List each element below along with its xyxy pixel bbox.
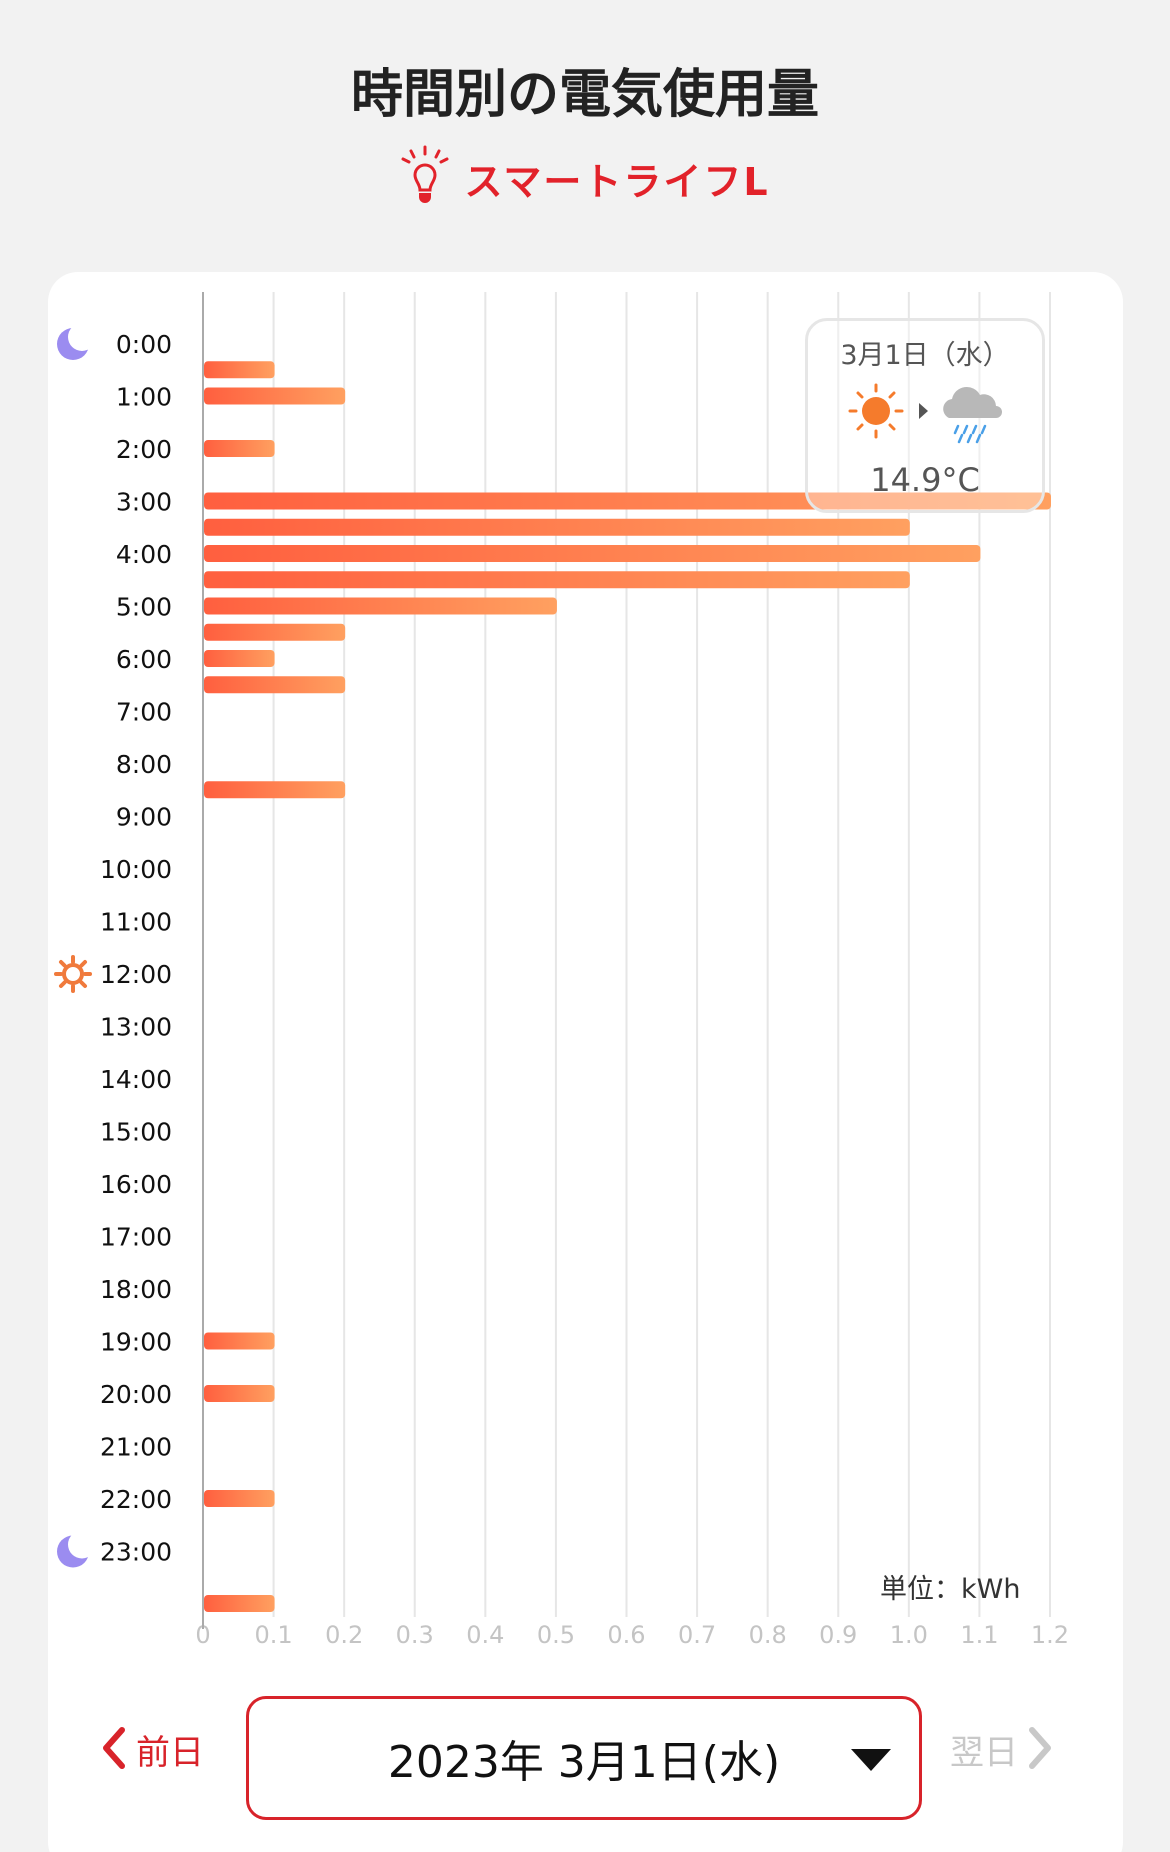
hour-label: 16:00 (100, 1170, 172, 1199)
hour-label: 18:00 (100, 1275, 172, 1304)
x-tick-label: 0.4 (466, 1621, 504, 1649)
moon-icon (57, 1530, 96, 1568)
chevron-right-icon (1028, 1726, 1054, 1774)
x-tick-label: 0.1 (254, 1621, 292, 1649)
prev-day-button[interactable]: 前日 (100, 1725, 204, 1774)
weather-tooltip: 3月1日（水） (805, 318, 1045, 513)
x-tick-label: 0.2 (325, 1621, 363, 1649)
usage-bar (204, 650, 275, 667)
sun-icon (54, 955, 92, 993)
usage-bar (204, 676, 346, 694)
plan-brand: スマートライフL (0, 145, 1170, 211)
weather-date: 3月1日（水） (840, 340, 1010, 371)
selected-date: 2023年 3月1日(水) (387, 1737, 781, 1788)
hour-label: 8:00 (116, 750, 172, 779)
usage-bar (204, 597, 557, 615)
x-tick-label: 1.0 (890, 1621, 928, 1649)
hour-label: 17:00 (100, 1223, 172, 1252)
hour-label: 14:00 (100, 1065, 172, 1094)
usage-bar (204, 1332, 275, 1350)
next-day-button[interactable]: 翌日 (950, 1725, 1054, 1774)
chevron-left-icon (100, 1726, 126, 1774)
hour-label: 22:00 (100, 1485, 172, 1514)
usage-chart-card: 0 0.1 0.2 0.3 0.4 0.5 0.6 0.7 0.8 0.9 1.0 1.1 1.2 0:0… (48, 272, 1123, 1852)
hour-label: 13:00 (100, 1013, 172, 1042)
usage-bar (204, 1490, 275, 1507)
usage-bar (204, 492, 1051, 510)
x-tick-label: 0.6 (607, 1621, 645, 1649)
hour-label: 1:00 (116, 383, 172, 412)
hour-label: 6:00 (116, 645, 172, 674)
moon-icon (57, 323, 96, 360)
hour-label: 11:00 (100, 908, 172, 937)
usage-bar (204, 361, 275, 379)
usage-bar (204, 1385, 275, 1402)
arrow-right-icon (919, 403, 928, 419)
next-day-label: 翌日 (950, 1733, 1018, 1773)
usage-bar (204, 1595, 275, 1612)
hour-label: 3:00 (116, 488, 172, 517)
x-tick-label: 0.3 (396, 1621, 434, 1649)
usage-bar (204, 781, 346, 799)
x-tick-label: 0 (195, 1621, 210, 1649)
hour-label: 4:00 (116, 540, 172, 569)
hour-label: 21:00 (100, 1433, 172, 1462)
hour-label: 0:00 (116, 330, 172, 359)
hour-label: 19:00 (100, 1328, 172, 1357)
usage-bar (204, 440, 275, 457)
usage-bar (204, 571, 910, 589)
prev-day-label: 前日 (136, 1733, 204, 1773)
usage-bar (204, 545, 981, 562)
x-tick-label: 0.9 (819, 1621, 857, 1649)
sun-icon (848, 383, 904, 439)
x-tick-label: 1.2 (1031, 1621, 1069, 1649)
hour-label: 2:00 (116, 435, 172, 464)
hour-label: 7:00 (116, 698, 172, 727)
rain-cloud-icon (943, 386, 1002, 444)
x-tick-label: 0.5 (537, 1621, 575, 1649)
caret-down-icon (851, 1749, 891, 1777)
hour-label: 23:00 (100, 1538, 172, 1567)
hour-label: 15:00 (100, 1118, 172, 1147)
x-tick-label: 0.8 (749, 1621, 787, 1649)
hour-label: 10:00 (100, 855, 172, 884)
unit-label: 単位：kWh (880, 1574, 1021, 1605)
hour-label: 5:00 (116, 593, 172, 622)
usage-bar (204, 518, 910, 536)
usage-bar (204, 387, 346, 405)
x-tick-label: 1.1 (960, 1621, 998, 1649)
x-tick-label: 0.7 (678, 1621, 716, 1649)
lightbulb-icon (400, 145, 450, 211)
hour-label: 20:00 (100, 1380, 172, 1409)
weather-temperature: 14.9°C (870, 461, 980, 499)
usage-bar (204, 623, 346, 641)
date-select[interactable]: 2023年 3月1日(水) (246, 1696, 922, 1820)
hour-label: 9:00 (116, 803, 172, 832)
page-title: 時間別の電気使用量 (350, 65, 819, 125)
hour-label: 12:00 (100, 960, 172, 989)
plan-name: スマートライフL (464, 159, 770, 204)
